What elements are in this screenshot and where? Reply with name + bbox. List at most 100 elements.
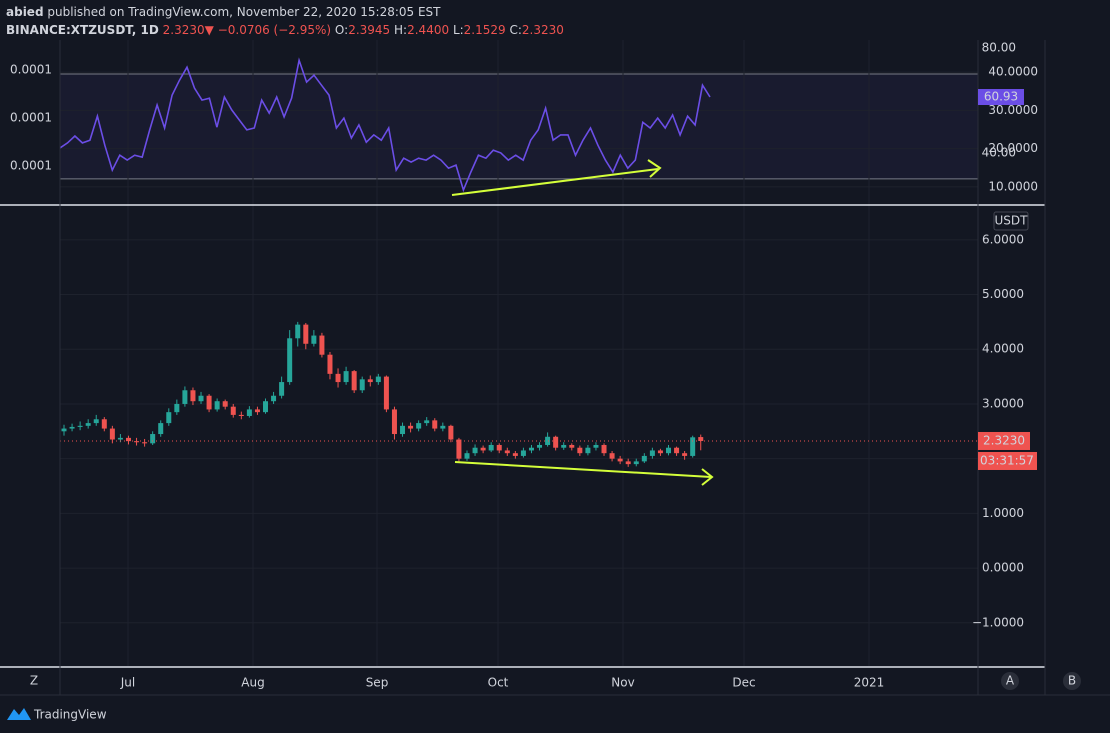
candle-body bbox=[545, 436, 551, 445]
candle-body bbox=[182, 390, 188, 404]
candle-body bbox=[117, 437, 123, 440]
x-tick-label: Dec bbox=[732, 676, 755, 690]
x-tick-label: Oct bbox=[488, 676, 509, 690]
candle-body bbox=[464, 453, 470, 459]
y-tick-label: 40.0000 bbox=[988, 65, 1038, 79]
h: 2.4400 bbox=[407, 23, 449, 37]
candle-body bbox=[448, 425, 454, 440]
candle-body bbox=[698, 437, 704, 441]
candle-body bbox=[359, 379, 365, 391]
x-tick-label: Sep bbox=[366, 676, 389, 690]
c-key: C: bbox=[510, 23, 522, 37]
y-tick-label: 10.0000 bbox=[988, 179, 1038, 193]
y-tick-label: 0.0000 bbox=[982, 561, 1024, 575]
candle-body bbox=[690, 437, 696, 456]
x-tick-label: Jul bbox=[120, 676, 135, 690]
logo bbox=[7, 708, 31, 720]
c: 2.3230 bbox=[522, 23, 564, 37]
candle-body bbox=[77, 425, 83, 427]
button[interactable]: Z bbox=[30, 674, 38, 688]
candle-body bbox=[343, 371, 349, 383]
candle-body bbox=[512, 453, 518, 456]
candle-body bbox=[593, 444, 599, 448]
candle-body bbox=[440, 425, 446, 429]
candle-body bbox=[577, 447, 583, 454]
candle-body bbox=[480, 447, 486, 451]
last-price-box bbox=[978, 431, 1030, 450]
l-key: L: bbox=[453, 23, 464, 37]
candle-body bbox=[649, 450, 655, 456]
grid bbox=[60, 40, 978, 666]
trend-line bbox=[454, 461, 712, 478]
plot bbox=[59, 57, 978, 467]
candle-body bbox=[367, 379, 373, 383]
candle-body bbox=[456, 439, 462, 459]
button-bg bbox=[1001, 672, 1019, 690]
brand: TradingView bbox=[33, 708, 107, 722]
last-value-label: 60.93 bbox=[984, 90, 1018, 104]
candle-body bbox=[561, 444, 567, 448]
candle-body bbox=[69, 426, 75, 429]
left-axis-label: 0.0001 bbox=[10, 111, 52, 125]
countdown: 03:31:57 bbox=[980, 453, 1034, 467]
symbol-line: BINANCE:XTZUSDT, 1D 2.3230▼ −0.0706 (−2.… bbox=[6, 23, 564, 37]
candle-body bbox=[134, 441, 140, 443]
h-key: H: bbox=[394, 23, 407, 37]
candle-body bbox=[432, 420, 438, 429]
candle-body bbox=[109, 428, 115, 440]
o-key: O: bbox=[335, 23, 348, 37]
candle-body bbox=[520, 450, 526, 456]
candle-body bbox=[488, 444, 494, 451]
candle-body bbox=[666, 447, 671, 454]
arrow-head bbox=[701, 468, 714, 486]
candle-body bbox=[400, 425, 406, 435]
y-tick-label: 5.0000 bbox=[982, 287, 1024, 301]
candle-body bbox=[125, 437, 131, 442]
rsi-line bbox=[59, 57, 711, 193]
left-axis-label: 0.0001 bbox=[10, 159, 52, 173]
candle-body bbox=[158, 423, 164, 435]
change: −0.0706 (−2.95%) bbox=[218, 23, 331, 37]
candle-body bbox=[472, 447, 478, 454]
direction: ▼ bbox=[205, 23, 215, 37]
band-label: 40.00 bbox=[982, 146, 1016, 160]
currency: USDT bbox=[995, 214, 1029, 228]
candle-body bbox=[408, 425, 414, 429]
button[interactable]: B bbox=[1068, 674, 1076, 688]
candle-body bbox=[641, 455, 647, 462]
candle-body bbox=[617, 458, 623, 462]
currency-box bbox=[993, 211, 1029, 231]
candle-body bbox=[142, 442, 148, 444]
candle-body bbox=[214, 401, 220, 410]
x-tick-label: 2021 bbox=[854, 676, 885, 690]
y-tick-label: 6.0000 bbox=[982, 232, 1024, 246]
candle-body bbox=[319, 335, 325, 355]
y-tick-label: 1.0000 bbox=[982, 506, 1024, 520]
candle-body bbox=[238, 414, 244, 416]
trend-annotations bbox=[451, 159, 714, 486]
candle-body bbox=[609, 453, 615, 459]
x-tick-label: Nov bbox=[611, 676, 634, 690]
candle-body bbox=[311, 335, 317, 344]
footer: Z A B TradingView bbox=[7, 672, 1081, 722]
candle-body bbox=[335, 373, 341, 383]
candle-body bbox=[230, 406, 236, 415]
candle-body bbox=[61, 428, 67, 432]
candle-body bbox=[166, 412, 172, 424]
candle-body bbox=[569, 444, 575, 448]
button[interactable]: A bbox=[1006, 674, 1015, 688]
candle-body bbox=[93, 419, 99, 424]
candle-body bbox=[101, 419, 107, 429]
candle-body bbox=[391, 409, 397, 435]
band-label: 80.00 bbox=[982, 41, 1016, 55]
candle-body bbox=[271, 395, 277, 402]
author: abied bbox=[6, 5, 44, 19]
y-tick-label: 4.0000 bbox=[982, 342, 1024, 356]
candle-body bbox=[254, 409, 260, 413]
candle-body bbox=[383, 376, 389, 410]
candle-body bbox=[206, 395, 212, 410]
published: published on TradingView.com, November 2… bbox=[47, 5, 441, 19]
